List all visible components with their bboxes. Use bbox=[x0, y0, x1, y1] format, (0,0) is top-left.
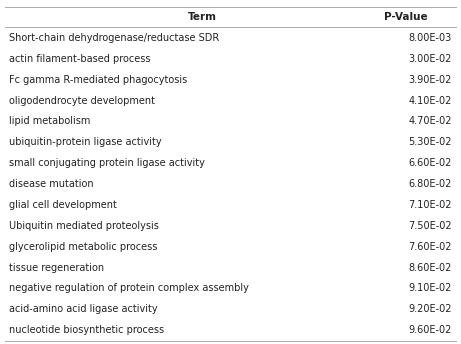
Text: 9.20E-02: 9.20E-02 bbox=[408, 304, 452, 314]
Text: 8.00E-03: 8.00E-03 bbox=[408, 33, 452, 43]
Text: 4.10E-02: 4.10E-02 bbox=[408, 96, 452, 106]
Text: Ubiquitin mediated proteolysis: Ubiquitin mediated proteolysis bbox=[9, 221, 159, 231]
Text: glial cell development: glial cell development bbox=[9, 200, 117, 210]
Text: P-Value: P-Value bbox=[384, 12, 427, 22]
Text: 9.60E-02: 9.60E-02 bbox=[408, 325, 452, 335]
Text: Fc gamma R-mediated phagocytosis: Fc gamma R-mediated phagocytosis bbox=[9, 75, 188, 85]
Text: 8.60E-02: 8.60E-02 bbox=[408, 262, 452, 272]
Text: 7.50E-02: 7.50E-02 bbox=[408, 221, 452, 231]
Text: nucleotide biosynthetic process: nucleotide biosynthetic process bbox=[9, 325, 164, 335]
Text: 5.30E-02: 5.30E-02 bbox=[408, 137, 452, 147]
Text: negative regulation of protein complex assembly: negative regulation of protein complex a… bbox=[9, 283, 249, 293]
Text: 7.60E-02: 7.60E-02 bbox=[408, 241, 452, 251]
Text: acid-amino acid ligase activity: acid-amino acid ligase activity bbox=[9, 304, 158, 314]
Text: 9.10E-02: 9.10E-02 bbox=[408, 283, 452, 293]
Text: glycerolipid metabolic process: glycerolipid metabolic process bbox=[9, 241, 158, 251]
Text: disease mutation: disease mutation bbox=[9, 179, 94, 189]
Text: 6.60E-02: 6.60E-02 bbox=[408, 158, 452, 168]
Text: Term: Term bbox=[189, 12, 217, 22]
Text: 7.10E-02: 7.10E-02 bbox=[408, 200, 452, 210]
Text: small conjugating protein ligase activity: small conjugating protein ligase activit… bbox=[9, 158, 205, 168]
Text: ubiquitin-protein ligase activity: ubiquitin-protein ligase activity bbox=[9, 137, 162, 147]
Text: Short-chain dehydrogenase/reductase SDR: Short-chain dehydrogenase/reductase SDR bbox=[9, 33, 219, 43]
Text: 4.70E-02: 4.70E-02 bbox=[408, 116, 452, 126]
Text: 6.80E-02: 6.80E-02 bbox=[408, 179, 452, 189]
Text: actin filament-based process: actin filament-based process bbox=[9, 54, 151, 64]
Text: oligodendrocyte development: oligodendrocyte development bbox=[9, 96, 155, 106]
Text: lipid metabolism: lipid metabolism bbox=[9, 116, 91, 126]
Text: 3.90E-02: 3.90E-02 bbox=[408, 75, 452, 85]
Text: tissue regeneration: tissue regeneration bbox=[9, 262, 104, 272]
Text: 3.00E-02: 3.00E-02 bbox=[408, 54, 452, 64]
